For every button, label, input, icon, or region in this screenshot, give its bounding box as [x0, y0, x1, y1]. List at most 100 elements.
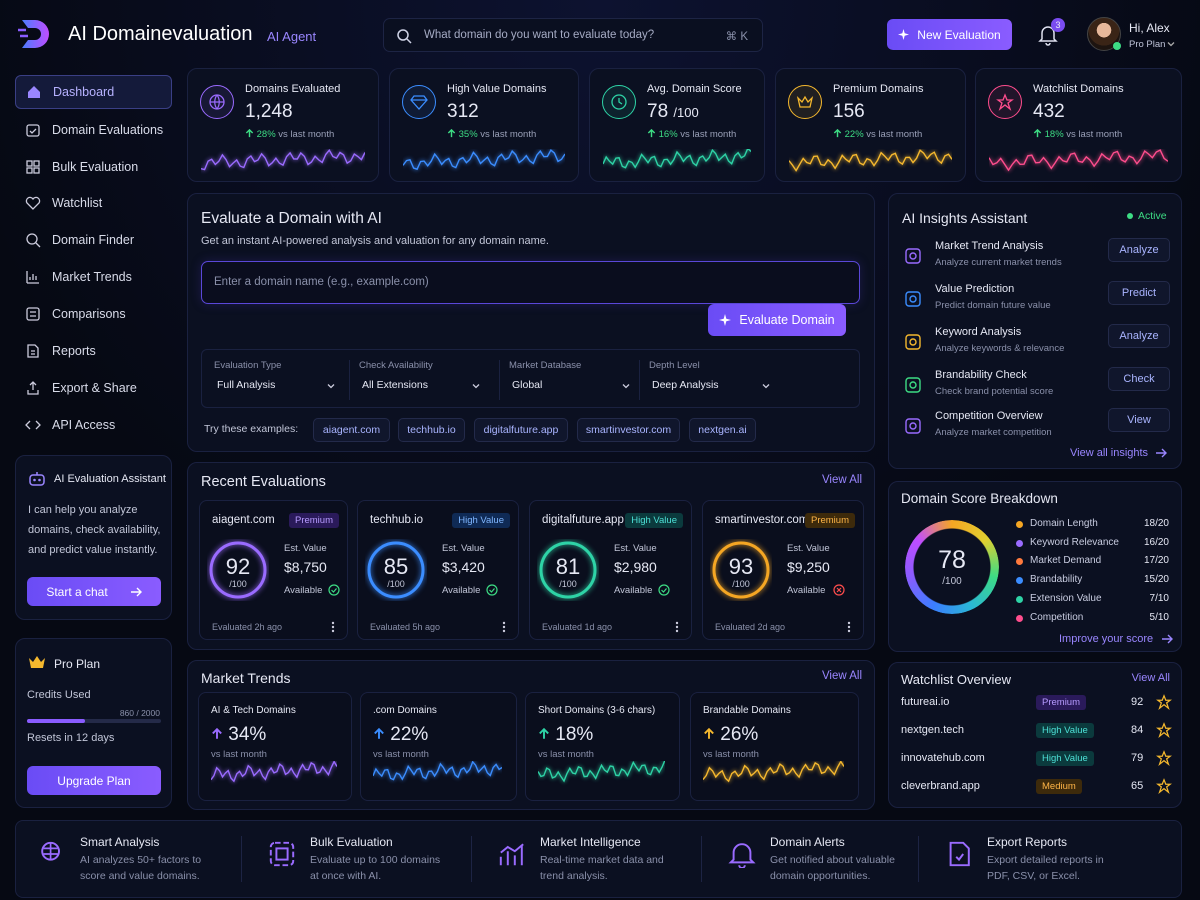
nav-label: Bulk Evaluation: [52, 160, 139, 174]
sparkline: [602, 147, 752, 169]
more-menu[interactable]: [847, 621, 851, 633]
star-icon[interactable]: [1156, 694, 1172, 710]
stat-sparkline: [402, 149, 566, 180]
feature-title: Bulk Evaluation: [310, 835, 393, 849]
breakdown-panel: Domain Score Breakdown 78 /100 Domain Le…: [888, 481, 1182, 652]
evaluation-card[interactable]: digitalfuture.app High Value 81 /100 Est…: [529, 500, 692, 640]
example-chip[interactable]: nextgen.ai: [689, 418, 756, 442]
nav-item[interactable]: Domain Evaluations: [15, 113, 172, 147]
nav-icon: [28, 86, 40, 98]
evaluation-card[interactable]: aiagent.com Premium 92 /100 Est. Value $…: [199, 500, 348, 640]
trend-value-row: 26%: [703, 724, 758, 746]
trend-value-row: 34%: [211, 724, 266, 746]
insight-action[interactable]: Check: [1108, 367, 1170, 391]
action-label: Analyze: [1119, 330, 1159, 342]
filter-label: Depth Level: [649, 360, 700, 371]
nav-item[interactable]: Export & Share: [15, 371, 172, 405]
status-icon: [833, 584, 845, 596]
card-status: Available: [614, 585, 653, 596]
card-badge: High Value: [452, 513, 510, 528]
insight-action[interactable]: Analyze: [1108, 238, 1170, 262]
filter-select[interactable]: All Extensions: [359, 379, 481, 399]
trend-card[interactable]: AI & Tech Domains 34% vs last month: [198, 692, 352, 801]
more-menu[interactable]: [675, 621, 679, 633]
card-score-max: /100: [732, 579, 750, 589]
insight-icon: [905, 248, 921, 264]
card-badge: Premium: [804, 513, 855, 528]
new-evaluation-button[interactable]: New Evaluation: [887, 19, 1012, 50]
insight-action[interactable]: Predict: [1108, 281, 1170, 305]
insight-icon: [905, 418, 921, 434]
insights-link[interactable]: View all insights: [1070, 447, 1167, 459]
evaluate-button[interactable]: Evaluate Domain: [708, 304, 846, 336]
insight-action[interactable]: View: [1108, 408, 1170, 432]
nav-item[interactable]: Reports: [15, 334, 172, 368]
star-icon[interactable]: [1156, 722, 1172, 738]
up-arrow: [833, 129, 842, 138]
stat-change: 35%: [458, 129, 478, 140]
filter-select[interactable]: Global: [509, 379, 631, 399]
panel-subtitle: Get an instant AI-powered analysis and v…: [201, 235, 549, 247]
nav-item[interactable]: API Access: [15, 408, 172, 442]
search-box[interactable]: What domain do you want to evaluate toda…: [383, 18, 763, 52]
insight-action[interactable]: Analyze: [1108, 324, 1170, 348]
score-ring: [712, 541, 770, 599]
example-chip[interactable]: techhub.io: [398, 418, 465, 442]
nav-label: Domain Evaluations: [52, 123, 164, 137]
nav-icon: [26, 233, 41, 248]
view-all-link[interactable]: View All: [821, 474, 862, 486]
more-menu[interactable]: [331, 621, 335, 633]
arrow-icon: [1161, 634, 1173, 644]
nav-item[interactable]: Dashboard: [15, 75, 172, 109]
button-label: New Evaluation: [917, 27, 1001, 42]
score-ring: [905, 520, 999, 614]
insight-desc: Analyze keywords & relevance: [935, 343, 1065, 354]
icon: [410, 95, 428, 110]
evaluation-card[interactable]: smartinvestor.com Premium 93 /100 Est. V…: [702, 500, 864, 640]
nav-label: Market Trends: [52, 270, 132, 284]
star-icon[interactable]: [1156, 750, 1172, 766]
card-badge: Premium: [288, 513, 339, 528]
more-menu[interactable]: [502, 621, 506, 633]
evaluation-card[interactable]: techhub.io High Value 85 /100 Est. Value…: [357, 500, 519, 640]
stat-card: Premium Domains 156 22% vs last month: [775, 68, 966, 182]
nav-item[interactable]: Bulk Evaluation: [15, 150, 172, 184]
stat-change-row: 22% vs last month: [833, 129, 922, 140]
domain-input[interactable]: Enter a domain name (e.g., example.com): [201, 261, 860, 304]
star-icon[interactable]: [1156, 778, 1172, 794]
nav-item[interactable]: Market Trends: [15, 260, 172, 294]
filter-select[interactable]: Full Analysis: [214, 379, 336, 399]
example-chip[interactable]: aiagent.com: [313, 418, 390, 442]
sparkline: [402, 149, 566, 171]
brand-tag: AI Agent: [267, 29, 317, 44]
plan-title: Pro Plan: [54, 657, 101, 671]
nav-item[interactable]: Watchlist: [15, 186, 172, 220]
stat-value-row: 312: [447, 101, 479, 123]
improve-link[interactable]: Improve your score: [1059, 633, 1173, 645]
example-chip[interactable]: digitalfuture.app: [474, 418, 568, 442]
card-status: Available: [787, 585, 826, 596]
trend-card[interactable]: .com Domains 22% vs last month: [360, 692, 517, 801]
view-all-link[interactable]: View All: [821, 670, 862, 682]
icon: [209, 94, 225, 110]
trend-card[interactable]: Short Domains (3-6 chars) 18% vs last mo…: [525, 692, 680, 801]
nav-item[interactable]: Comparisons: [15, 297, 172, 331]
filter-select[interactable]: Deep Analysis: [649, 379, 771, 399]
nav-label: Comparisons: [52, 307, 126, 321]
bell-icon[interactable]: [1038, 24, 1058, 46]
view-all-link[interactable]: View All: [1131, 672, 1170, 684]
insight-title: Brandability Check: [935, 369, 1027, 381]
avatar[interactable]: [1087, 17, 1121, 51]
filter-value: All Extensions: [362, 379, 428, 391]
chevron[interactable]: [1166, 39, 1176, 49]
stat-note: vs last month: [1066, 129, 1123, 140]
upgrade-button[interactable]: Upgrade Plan: [27, 766, 161, 795]
up-arrow: [1033, 129, 1042, 138]
stat-change: 28%: [256, 129, 276, 140]
start-chat-button[interactable]: Start a chat: [27, 577, 161, 606]
nav-item[interactable]: Domain Finder: [15, 223, 172, 257]
score-ring: [367, 541, 425, 599]
trend-card[interactable]: Brandable Domains 26% vs last month: [690, 692, 859, 801]
plan-label: Pro Plan: [1129, 39, 1166, 50]
example-chip[interactable]: smartinvestor.com: [577, 418, 680, 442]
